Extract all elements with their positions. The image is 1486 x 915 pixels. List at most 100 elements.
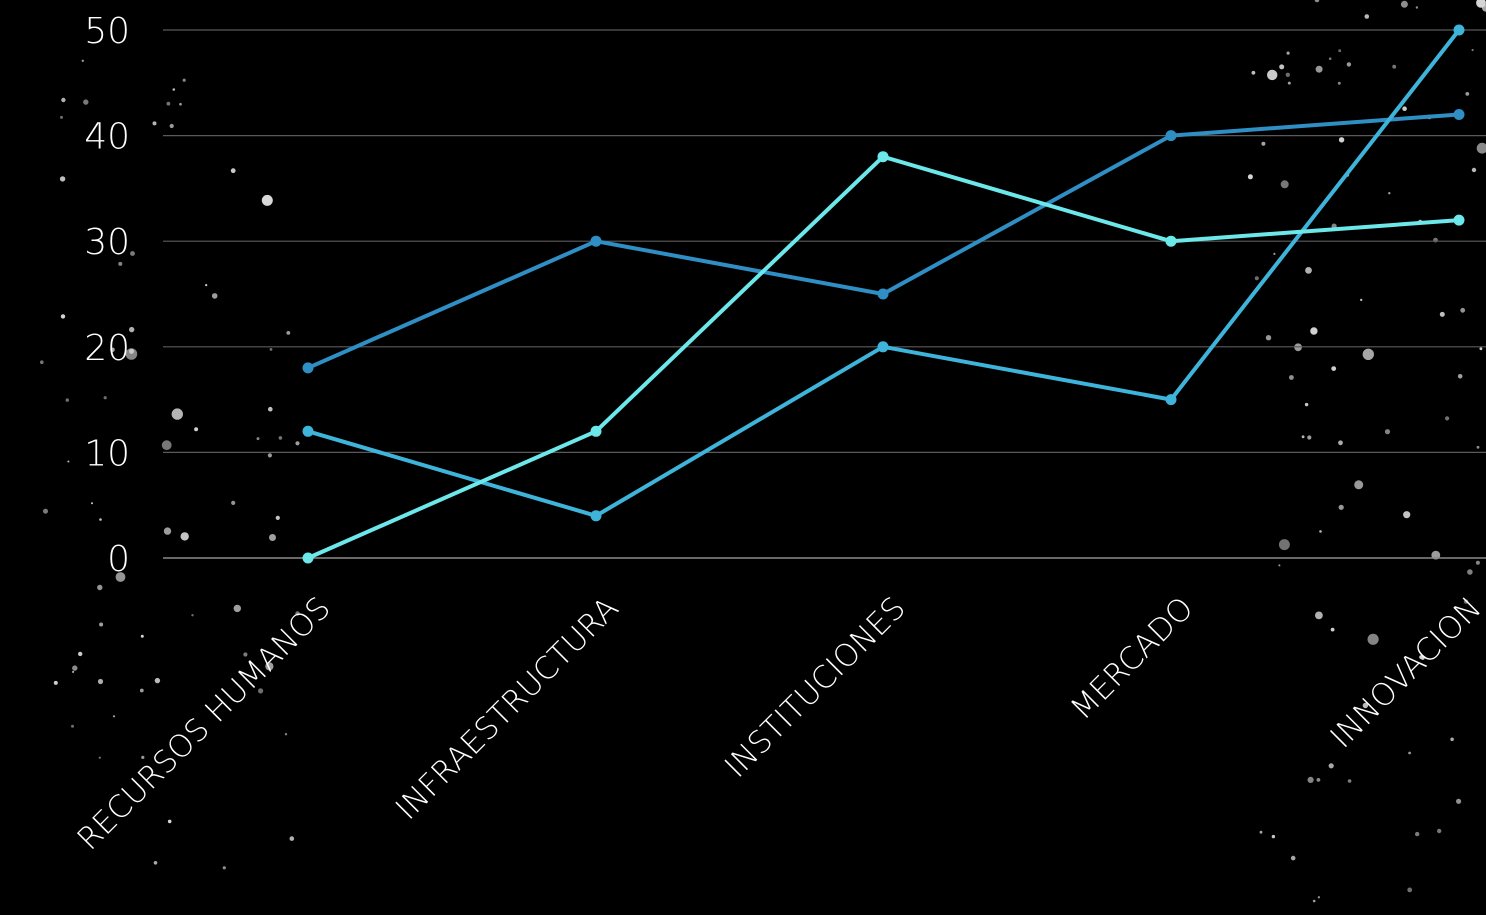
star-dot (194, 427, 199, 432)
star-dot (1317, 896, 1321, 899)
series-line (306, 28, 1461, 518)
star-dot (1310, 327, 1318, 335)
x-tick-label: RECURSOS HUMANOS (70, 590, 337, 857)
star-dot (222, 866, 226, 870)
star-dot (261, 194, 273, 206)
star-dot (110, 347, 115, 353)
star-dot (1403, 511, 1411, 519)
data-point (590, 510, 602, 522)
star-dot (1476, 445, 1480, 449)
star-dot (140, 634, 144, 638)
star-dot (1261, 141, 1266, 146)
star-dot (1450, 737, 1454, 742)
star-dot (265, 662, 274, 671)
star-dot (230, 168, 236, 174)
data-point (877, 151, 889, 163)
gridlines (163, 29, 1486, 559)
star-dot (269, 534, 276, 541)
x-tick-label: INSTITUCIONES (718, 590, 913, 785)
star-dot (172, 88, 176, 91)
star-dot (1254, 276, 1259, 281)
star-dot (1278, 564, 1281, 567)
star-dot (1338, 440, 1343, 446)
star-dot (269, 348, 273, 351)
y-tick-label: 20 (84, 328, 130, 369)
data-point (1165, 394, 1177, 406)
star-dot (67, 460, 70, 463)
star-dot (1273, 252, 1276, 255)
data-point (877, 288, 889, 300)
star-dot (1364, 14, 1370, 19)
star-dot (112, 715, 116, 718)
data-point (590, 235, 602, 247)
data-point (877, 341, 889, 353)
star-dot (171, 408, 183, 420)
star-dot (191, 614, 194, 617)
star-dot (1330, 627, 1335, 632)
star-dot (295, 611, 300, 616)
series-3 (302, 151, 1465, 564)
star-dot (1360, 298, 1363, 302)
star-dot (1460, 307, 1466, 313)
star-dot (1331, 366, 1337, 371)
star-dot (1415, 831, 1420, 837)
star-dot (43, 508, 48, 514)
star-dot (1384, 429, 1391, 435)
star-dot (243, 652, 248, 657)
star-dot (1479, 347, 1483, 351)
star-dot (1251, 70, 1256, 75)
star-dot (169, 123, 174, 129)
star-dot (1319, 530, 1322, 533)
star-dot (1307, 776, 1314, 784)
star-dot (275, 515, 280, 521)
star-dot (1307, 435, 1312, 440)
star-dot (166, 101, 171, 106)
y-axis-ticks: 0 10 20 30 40 50 (84, 11, 130, 580)
data-point (302, 425, 314, 437)
star-dot (81, 59, 85, 62)
star-dot (1247, 174, 1253, 180)
star-dot (65, 398, 70, 402)
star-dot (1392, 64, 1397, 69)
star-dot (1476, 0, 1486, 8)
star-dot (141, 755, 145, 760)
star-dot (118, 261, 123, 266)
star-dot (1271, 834, 1276, 839)
star-dot (1289, 375, 1294, 380)
star-dot (78, 651, 83, 657)
star-dot (129, 348, 134, 354)
y-tick-label: 0 (107, 539, 130, 580)
star-dot (1337, 81, 1341, 85)
star-dot (1338, 137, 1345, 143)
star-dot (1467, 569, 1473, 575)
star-dot (130, 251, 135, 256)
star-dot (289, 836, 295, 841)
star-dot (1408, 751, 1411, 755)
star-dot (1445, 416, 1450, 421)
star-dot (1304, 402, 1309, 407)
star-dot (1362, 702, 1369, 709)
star-dot (1286, 51, 1290, 55)
star-dot (83, 99, 89, 105)
star-dot (163, 527, 172, 535)
star-dot (125, 348, 138, 360)
star-dot (1456, 798, 1462, 804)
star-dot (167, 819, 172, 824)
star-dot (1290, 855, 1296, 861)
star-dot (267, 453, 272, 458)
star-dot (1475, 560, 1480, 565)
star-dot (1279, 64, 1285, 70)
star-dot (161, 440, 172, 451)
star-dot (139, 688, 144, 693)
star-dot (179, 102, 182, 106)
star-dot (1402, 106, 1407, 111)
star-dot (53, 680, 58, 685)
star-dot (278, 436, 283, 440)
data-point (302, 362, 314, 374)
data-point (1453, 109, 1465, 120)
star-dot (1338, 49, 1342, 53)
y-tick-label: 40 (84, 117, 130, 158)
star-dot (182, 78, 186, 82)
series-2 (302, 24, 1465, 522)
